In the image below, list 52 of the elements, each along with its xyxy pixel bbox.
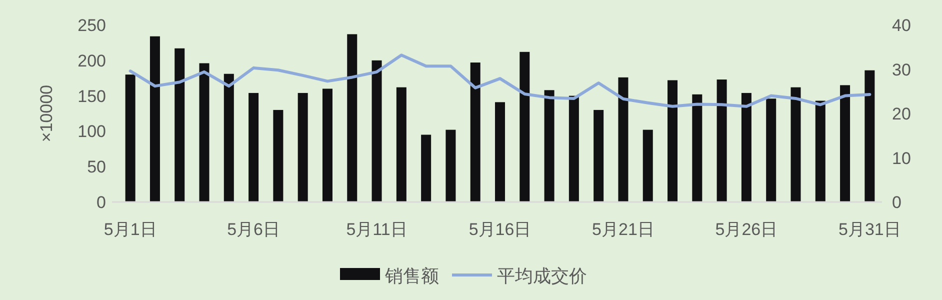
legend-label: 销售额 <box>384 266 439 286</box>
bar <box>716 80 727 202</box>
x-tick-label: 5月21日 <box>592 220 654 239</box>
bar <box>150 36 160 202</box>
bar <box>174 48 185 202</box>
bar <box>298 92 308 202</box>
bar <box>396 87 406 202</box>
y-tick-label: 250 <box>78 16 106 35</box>
x-tick-label: 5月1日 <box>104 220 157 239</box>
bar <box>668 80 678 202</box>
x-tick-label: 5月11日 <box>346 220 408 239</box>
bar <box>224 74 234 202</box>
bar <box>568 96 579 202</box>
bar <box>864 70 875 202</box>
y-tick-label: 0 <box>96 193 106 212</box>
bar <box>618 77 628 202</box>
y2-tick-label: 10 <box>892 148 911 168</box>
bar <box>347 34 358 202</box>
y2-tick-label: 20 <box>892 104 911 124</box>
bar <box>470 62 480 202</box>
y2-tick-label: 30 <box>892 60 911 80</box>
x-tick-label: 5月6日 <box>227 220 280 239</box>
bar <box>544 90 554 202</box>
bar <box>692 94 702 202</box>
bar <box>125 74 136 202</box>
y-axis-title: ×10000 <box>37 84 56 142</box>
bar <box>840 85 850 202</box>
bar <box>322 88 332 202</box>
bar <box>199 63 210 202</box>
y-tick-label: 150 <box>78 86 106 106</box>
bar <box>815 100 826 202</box>
bar <box>372 60 382 202</box>
bar <box>594 110 604 202</box>
bar <box>741 92 752 202</box>
bar <box>766 98 776 202</box>
bar <box>642 130 653 202</box>
y2-tick-label: 0 <box>892 193 902 212</box>
bar <box>495 102 505 202</box>
legend-label: 平均成交价 <box>497 266 587 286</box>
y-tick-label: 200 <box>78 51 106 70</box>
bar <box>790 87 801 202</box>
bar <box>520 52 530 202</box>
bar <box>248 92 259 202</box>
x-tick-label: 5月26日 <box>715 220 778 239</box>
y-tick-label: 100 <box>78 122 106 142</box>
y-tick-label: 50 <box>87 158 106 177</box>
x-tick-label: 5月31日 <box>838 220 901 239</box>
bar <box>273 110 284 202</box>
bar <box>446 130 456 202</box>
bar <box>421 134 432 202</box>
x-tick-label: 5月16日 <box>468 220 532 239</box>
y2-tick-label: 40 <box>892 16 911 35</box>
